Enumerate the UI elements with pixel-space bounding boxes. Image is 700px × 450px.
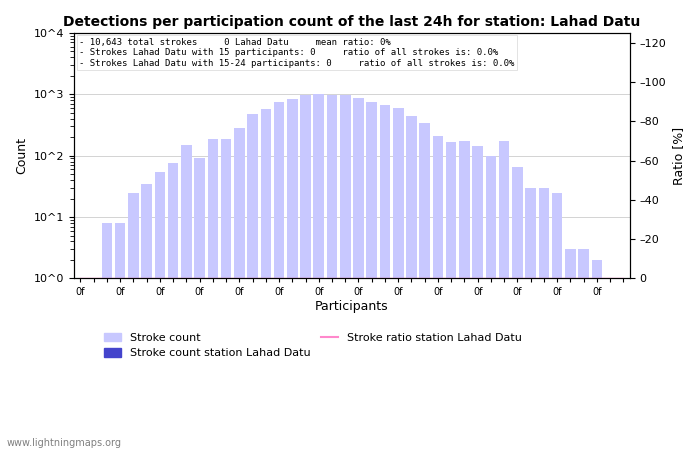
- Bar: [340, 94, 351, 450]
- Bar: [393, 108, 403, 450]
- Legend: Stroke count, Stroke count station Lahad Datu, Stroke ratio station Lahad Datu: Stroke count, Stroke count station Lahad…: [99, 328, 526, 363]
- Bar: [552, 193, 562, 450]
- Bar: [247, 114, 258, 450]
- Bar: [446, 142, 456, 450]
- Text: www.lightningmaps.org: www.lightningmaps.org: [7, 438, 122, 448]
- Y-axis label: Ratio [%]: Ratio [%]: [672, 126, 685, 185]
- Bar: [578, 249, 589, 450]
- Bar: [433, 136, 443, 450]
- Bar: [88, 279, 99, 450]
- Bar: [526, 188, 536, 450]
- Bar: [300, 95, 311, 450]
- Bar: [128, 193, 139, 450]
- Bar: [274, 102, 284, 450]
- X-axis label: Participants: Participants: [315, 300, 388, 313]
- Bar: [287, 99, 298, 450]
- Bar: [618, 279, 629, 450]
- Bar: [419, 123, 430, 450]
- Bar: [314, 94, 324, 450]
- Bar: [260, 109, 271, 450]
- Bar: [486, 156, 496, 450]
- Bar: [538, 188, 550, 450]
- Bar: [207, 139, 218, 450]
- Bar: [327, 94, 337, 450]
- Title: Detections per participation count of the last 24h for station: Lahad Datu: Detections per participation count of th…: [63, 15, 640, 29]
- Bar: [499, 141, 510, 450]
- Bar: [565, 249, 575, 450]
- Bar: [102, 223, 112, 450]
- Text: - 10,643 total strokes     0 Lahad Datu     mean ratio: 0%
- Strokes Lahad Datu : - 10,643 total strokes 0 Lahad Datu mean…: [79, 38, 514, 68]
- Bar: [141, 184, 152, 450]
- Bar: [155, 171, 165, 450]
- Bar: [234, 128, 244, 450]
- Bar: [195, 158, 205, 450]
- Bar: [473, 146, 483, 450]
- Bar: [115, 223, 125, 450]
- Bar: [512, 167, 523, 450]
- Bar: [366, 102, 377, 450]
- Bar: [75, 279, 85, 450]
- Bar: [459, 141, 470, 450]
- Bar: [592, 260, 602, 450]
- Bar: [605, 279, 615, 450]
- Bar: [220, 139, 232, 450]
- Y-axis label: Count: Count: [15, 137, 28, 174]
- Bar: [181, 145, 192, 450]
- Bar: [168, 163, 178, 450]
- Bar: [406, 116, 416, 450]
- Bar: [354, 98, 364, 450]
- Bar: [379, 104, 391, 450]
